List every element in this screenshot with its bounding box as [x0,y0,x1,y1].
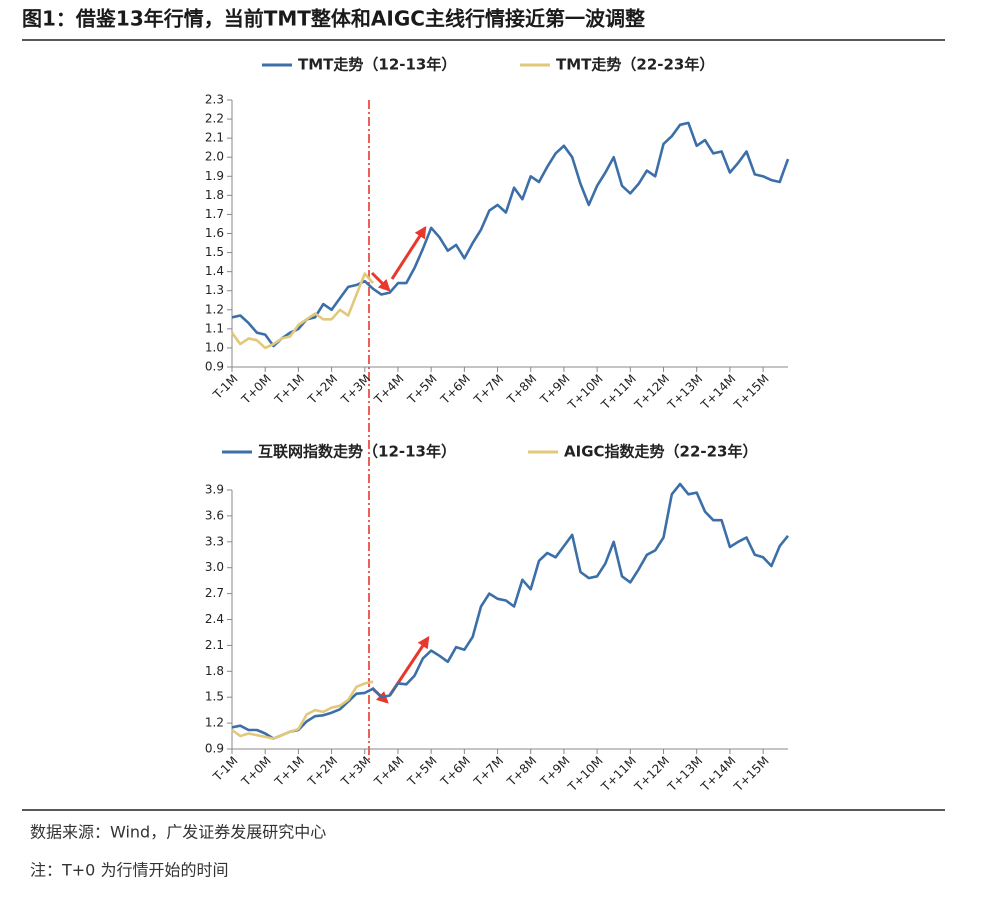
y-tick-label: 2.3 [205,93,224,107]
y-tick-label: 1.0 [205,340,224,354]
arrow [370,271,391,292]
x-tick-label: T+13M [664,754,705,795]
x-tick-label: T+12M [631,754,672,795]
y-tick-label: 2.2 [205,112,224,126]
x-tick-label: T+5M [404,372,440,408]
y-tick-label: 2.4 [205,612,224,626]
legend-label: TMT走势（22-23年） [556,56,714,74]
x-tick-label: T+1M [271,754,307,790]
x-tick-label: T+0M [238,372,274,408]
x-tick-label: T+14M [697,372,738,413]
arrow [390,225,427,280]
x-tick-label: T+2M [305,754,341,790]
y-tick-label: 3.6 [205,508,224,522]
x-tick-label: T+0M [238,754,274,790]
x-tick-label: T+12M [631,372,672,413]
x-tick-label: T+15M [731,754,772,795]
y-tick-label: 1.2 [205,302,224,316]
x-tick-label: T+11M [598,372,639,413]
x-tick-label: T+1M [271,372,307,408]
x-tick-label: T-1M [210,372,241,403]
series-line [230,272,375,350]
x-tick-label: T+10M [565,372,606,413]
x-tick-label: T+3M [338,372,374,408]
y-tick-label: 3.9 [205,483,224,497]
y-tick-label: 1.5 [205,690,224,704]
x-tick-label: T+14M [697,754,738,795]
y-tick-label: 2.1 [205,638,224,652]
x-tick-label: T+8M [504,372,540,408]
y-tick-label: 3.3 [205,534,224,548]
y-tick-label: 1.5 [205,245,224,259]
y-tick-label: 3.0 [205,560,224,574]
x-tick-label: T+4M [371,372,407,408]
y-tick-label: 1.9 [205,169,224,183]
x-tick-label: T+11M [598,754,639,795]
y-tick-label: 0.9 [205,742,224,756]
x-tick-label: T+3M [338,754,374,790]
y-tick-label: 1.1 [205,321,224,335]
y-tick-label: 1.8 [205,664,224,678]
x-tick-label: T+2M [305,372,341,408]
x-tick-label: T+5M [404,754,440,790]
x-tick-label: T+15M [731,372,772,413]
x-tick-label: T+4M [371,754,407,790]
x-tick-label: T+8M [504,754,540,790]
y-tick-label: 1.2 [205,716,224,730]
y-tick-label: 1.7 [205,207,224,221]
y-tick-label: 1.8 [205,188,224,202]
y-tick-label: 2.1 [205,131,224,145]
x-tick-label: T+7M [471,754,507,790]
figure-title: 图1：借鉴13年行情，当前TMT整体和AIGC主线行情接近第一波调整 [22,7,645,31]
x-tick-label: T+7M [471,372,507,408]
x-tick-label: T+6M [437,372,473,408]
legend-label: TMT走势（12-13年） [298,56,456,74]
footnote: 注：T+0 为行情开始的时间 [30,861,228,880]
x-tick-label: T+6M [437,754,473,790]
series-line [231,482,790,740]
x-tick-label: T+10M [565,754,606,795]
y-tick-label: 0.9 [205,360,224,374]
legend-label: 互联网指数走势（12-13年） [258,443,456,461]
source-note: 数据来源：Wind，广发证券发展研究中心 [30,823,326,842]
y-tick-label: 1.4 [205,264,224,278]
series-line [231,121,790,348]
x-tick-label: T+13M [664,372,705,413]
y-tick-label: 1.6 [205,226,224,240]
y-tick-label: 2.0 [205,150,224,164]
x-tick-label: T-1M [210,754,241,785]
legend-label: AIGC指数走势（22-23年） [564,443,758,461]
series-line [231,680,374,740]
y-tick-label: 1.3 [205,283,224,297]
y-tick-label: 2.7 [205,586,224,600]
